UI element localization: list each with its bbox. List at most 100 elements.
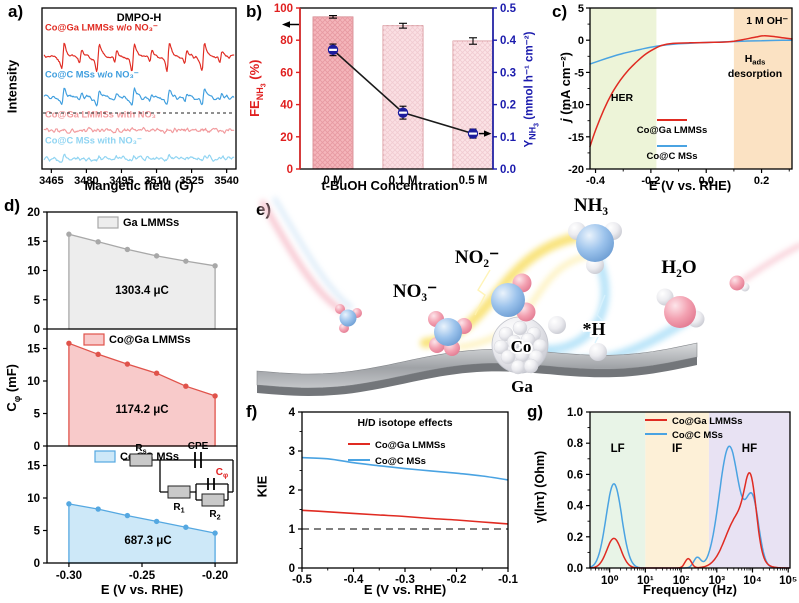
svg-text:0: 0	[34, 558, 40, 570]
svg-text:desorption: desorption	[728, 68, 782, 80]
svg-text:HER: HER	[611, 92, 634, 104]
svg-text:100: 100	[274, 3, 293, 15]
svg-text:0.2: 0.2	[567, 532, 583, 544]
svg-text:4: 4	[289, 407, 296, 419]
svg-text:-0.30: -0.30	[56, 570, 82, 582]
svg-text:0.1: 0.1	[500, 132, 517, 144]
svg-text:Cφ: Cφ	[216, 467, 228, 480]
svg-text:1303.4 μC: 1303.4 μC	[115, 285, 169, 297]
svg-text:3510: 3510	[144, 175, 168, 187]
g-x-axis-title: Frequency (Hz)	[643, 582, 737, 597]
svg-text:80: 80	[280, 35, 293, 47]
b-x-axis-title: t-BuOH Concentration	[321, 178, 459, 193]
svg-text:20: 20	[280, 132, 293, 144]
svg-text:1 M OH⁻: 1 M OH⁻	[746, 15, 788, 27]
svg-text:0: 0	[34, 324, 40, 336]
svg-text:H/D isotope effects: H/D isotope effects	[357, 417, 452, 429]
panel-c-legend: Co@Ga LMMSs Co@C MSs	[637, 119, 708, 162]
svg-text:-0.4: -0.4	[586, 175, 606, 187]
svg-text:15: 15	[27, 461, 40, 473]
svg-text:-10: -10	[568, 100, 584, 112]
panel-b-bar-chart: 0 20 40 60 80 100 0.0 0.1 0.2 0.3 0.4 0.5 0 M 0.1 M 0.…	[274, 3, 517, 187]
svg-text:Co@C MSs with NO₃⁻: Co@C MSs with NO₃⁻	[45, 136, 142, 146]
panel-g-drt-chart: 0.0 0.2 0.4 0.6 0.8 1.0 10⁰ 10¹ 10² 10³ 10⁴ 10⁵ LF IF…	[567, 407, 797, 587]
svg-text:HF: HF	[742, 443, 757, 455]
svg-text:*H: *H	[582, 319, 605, 339]
svg-text:NH₃: NH₃	[574, 195, 609, 216]
svg-text:Co@Ga LMMSs: Co@Ga LMMSs	[375, 440, 446, 451]
svg-text:DMPO-H: DMPO-H	[117, 12, 162, 24]
svg-text:Co@Ga LMMSs: Co@Ga LMMSs	[637, 125, 708, 136]
svg-text:-0.20: -0.20	[202, 570, 228, 582]
svg-text:3525: 3525	[179, 175, 203, 187]
svg-text:Co@Ga LMMSs with NO₃⁻: Co@Ga LMMSs with NO₃⁻	[45, 109, 161, 119]
svg-text:10²: 10²	[673, 575, 690, 587]
svg-text:1174.2 μC: 1174.2 μC	[115, 404, 168, 416]
svg-text:10³: 10³	[708, 575, 725, 587]
svg-text:Co@C MSs: Co@C MSs	[647, 151, 698, 162]
panel-d-capacitance-chart: 0 5 10 15 20 Ga LMMSs 1303.4 μC 0 5 10 15 Co@Ga LMM…	[27, 207, 238, 582]
svg-text:5: 5	[34, 409, 41, 421]
svg-text:-5: -5	[574, 67, 584, 79]
svg-text:5: 5	[34, 526, 41, 538]
svg-text:0.2: 0.2	[754, 175, 769, 187]
svg-text:0.6: 0.6	[567, 469, 583, 481]
svg-text:20: 20	[27, 207, 40, 219]
svg-text:-20: -20	[568, 164, 584, 176]
svg-text:Co@C MSs w/o NO₃⁻: Co@C MSs w/o NO₃⁻	[45, 69, 139, 79]
f-x-axis-title: E (V vs. RHE)	[363, 582, 447, 597]
svg-text:10¹: 10¹	[637, 575, 654, 587]
svg-text:0.8: 0.8	[567, 438, 584, 450]
svg-text:40: 40	[280, 100, 293, 112]
svg-text:0.0: 0.0	[567, 563, 583, 575]
svg-text:3495: 3495	[109, 175, 133, 187]
panel-c-letter: c)	[552, 2, 568, 21]
co-nanoparticle-cluster	[491, 316, 549, 375]
svg-text:Co@C MSs: Co@C MSs	[375, 456, 426, 467]
d-x-axis-title: E (V vs. RHE)	[100, 582, 184, 597]
svg-text:NO₃⁻: NO₃⁻	[393, 281, 437, 302]
svg-text:Co@Ga LMMSs: Co@Ga LMMSs	[672, 416, 743, 427]
svg-text:0: 0	[289, 563, 295, 575]
svg-text:-0.3: -0.3	[395, 574, 415, 586]
c-x-axis-title: E (V vs. RHE)	[648, 178, 732, 193]
svg-text:0: 0	[287, 164, 293, 176]
svg-text:3480: 3480	[74, 175, 98, 187]
panel-g-legend: Co@Ga LMMSs Co@C MSs	[645, 416, 743, 441]
svg-text:Co: Co	[511, 337, 532, 356]
svg-text:R1: R1	[173, 502, 184, 515]
panel-f-legend: Co@Ga LMMSs Co@C MSs	[348, 440, 446, 467]
svg-text:Hads: Hads	[745, 53, 766, 67]
svg-text:NO₂⁻: NO₂⁻	[455, 247, 499, 268]
svg-text:-0.1: -0.1	[498, 574, 518, 586]
svg-text:0.2: 0.2	[500, 100, 516, 112]
svg-text:60: 60	[280, 67, 293, 79]
svg-text:-0.2: -0.2	[641, 175, 660, 187]
svg-text:2: 2	[289, 485, 295, 497]
svg-text:3: 3	[289, 446, 295, 458]
svg-text:0.3: 0.3	[500, 67, 516, 79]
svg-text:5: 5	[34, 295, 41, 307]
panel-d-letter: d)	[4, 196, 21, 215]
panel-g-letter: g)	[527, 402, 544, 421]
svg-text:15: 15	[27, 344, 40, 356]
svg-text:-0.4: -0.4	[344, 574, 364, 586]
svg-text:0.5 M: 0.5 M	[459, 175, 488, 187]
equivalent-circuit-inset: Rs CPE Cφ R1 R2	[123, 441, 234, 522]
svg-text:10: 10	[27, 266, 40, 278]
svg-text:10⁵: 10⁵	[779, 575, 797, 587]
svg-text:10: 10	[27, 493, 40, 505]
svg-text:0.4: 0.4	[567, 501, 584, 513]
svg-text:CPE: CPE	[188, 441, 209, 452]
svg-text:5: 5	[578, 3, 584, 15]
svg-text:Co@C MSs: Co@C MSs	[672, 430, 723, 441]
svg-text:10⁰: 10⁰	[601, 574, 619, 587]
svg-text:3465: 3465	[39, 175, 63, 187]
svg-text:Co@Ga LMMSs: Co@Ga LMMSs	[109, 334, 191, 346]
svg-text:-0.25: -0.25	[129, 570, 156, 582]
svg-text:10⁴: 10⁴	[743, 575, 762, 587]
svg-text:0.1 M: 0.1 M	[389, 175, 418, 187]
svg-text:Co@Ga LMMSs w/o NO₃⁻: Co@Ga LMMSs w/o NO₃⁻	[45, 22, 158, 32]
svg-text:0.0: 0.0	[500, 164, 516, 176]
